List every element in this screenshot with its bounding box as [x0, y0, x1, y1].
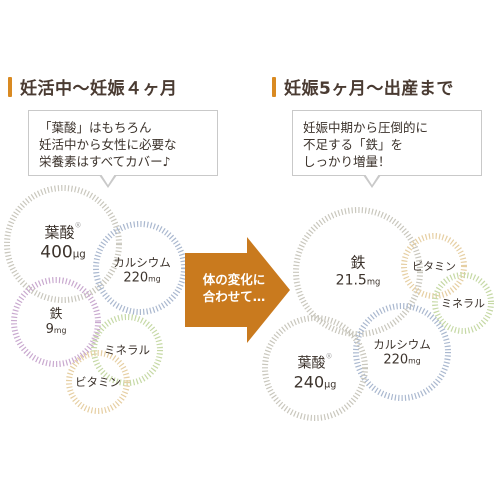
bubble-line: 不足する「鉄」を — [303, 137, 404, 152]
folic-acid-label-right: 葉酸® 240μg — [294, 353, 337, 392]
nutrient-amount: 9 — [45, 322, 54, 337]
iron-ring-left — [11, 277, 101, 367]
heading-accent-bar — [8, 76, 12, 97]
nutrient-name: ミネラル — [441, 297, 485, 310]
nutrient-name: 鉄 — [350, 253, 366, 272]
nutrient-amount: 220 — [383, 352, 409, 368]
folic-acid-ring-left — [4, 185, 122, 303]
arrow-text-line: 体の変化に — [202, 272, 266, 287]
bubble-line: 「葉酸」はもちろん — [39, 120, 152, 135]
nutrient-amount: 400 — [40, 242, 73, 263]
folic-acid-label-left: 葉酸® 400μg — [40, 222, 85, 263]
nutrient-name: ビタミン — [75, 375, 121, 389]
bubble-line: 妊娠中期から圧倒的に — [303, 120, 429, 135]
right-speech-bubble: 妊娠中期から圧倒的に 不足する「鉄」を しっかり増量！ — [292, 110, 482, 188]
transition-arrow-text: 体の変化に 合わせて… — [198, 271, 270, 305]
mineral-label-left: ミネラル — [104, 342, 150, 358]
left-speech-bubble: 「葉酸」はもちろん 妊活中から女性に必要な 栄養素はすべてカバー♪ — [28, 110, 218, 188]
iron-ring-right — [293, 207, 423, 337]
folic-acid-ring-right — [262, 315, 368, 421]
iron-label-right: 鉄 21.5mg — [336, 252, 381, 289]
nutrient-name: カルシウム — [113, 255, 171, 270]
vitamin-label-right: ビタミン — [412, 258, 456, 274]
transition-arrow — [185, 237, 290, 343]
bubble-line: 妊活中から女性に必要な — [39, 137, 177, 152]
nutrient-unit: mg — [366, 276, 381, 287]
calcium-label-left: カルシウム 220mg — [113, 255, 171, 286]
nutrient-amount: 240 — [293, 372, 325, 392]
nutrient-name: ビタミン — [412, 260, 456, 273]
nutrient-name: ミネラル — [104, 343, 150, 357]
nutrient-name: 葉酸 — [44, 223, 75, 242]
nutrient-unit: μg — [324, 379, 337, 391]
nutrient-unit: mg — [53, 326, 67, 335]
registered-mark: ® — [74, 221, 82, 230]
bubble-line: しっかり増量！ — [303, 154, 391, 169]
vitamin-ring-left — [66, 350, 130, 414]
nutrient-name: 鉄 — [49, 307, 63, 322]
right-heading-text: 妊娠5ヶ月～出産まで — [284, 79, 454, 99]
nutrient-amount: 220 — [123, 270, 149, 286]
right-heading: 妊娠5ヶ月～出産まで — [272, 74, 454, 99]
registered-mark: ® — [325, 352, 333, 361]
arrow-text-line: 合わせて… — [202, 289, 266, 304]
vitamin-label-left: ビタミン — [75, 374, 121, 390]
right-panel: 妊娠5ヶ月～出産まで 妊娠中期から圧倒的に 不足する「鉄」を しっかり増量！ — [272, 0, 500, 500]
nutrient-name: カルシウム — [373, 337, 431, 352]
heading-accent-bar — [272, 76, 276, 97]
mineral-label-right: ミネラル — [441, 295, 485, 311]
iron-label-left: 鉄 9mg — [46, 303, 67, 337]
left-heading: 妊活中～妊娠４ヶ月 — [8, 74, 178, 99]
nutrient-unit: μg — [72, 249, 86, 261]
left-panel: 妊活中～妊娠４ヶ月 「葉酸」はもちろん 妊活中から女性に必要な 栄養素はすべてカ… — [8, 0, 238, 500]
calcium-ring-right — [353, 303, 451, 401]
nutrient-unit: mg — [148, 274, 161, 284]
nutrient-name: 葉酸 — [297, 355, 326, 372]
nutrient-amount: 21.5 — [335, 272, 367, 289]
mineral-ring-right — [432, 272, 494, 334]
calcium-ring-left — [93, 221, 187, 315]
vitamin-ring-right — [401, 233, 467, 299]
bubble-line: 栄養素はすべてカバー♪ — [39, 154, 171, 169]
left-heading-text: 妊活中～妊娠４ヶ月 — [20, 79, 178, 99]
nutrient-unit: mg — [408, 356, 421, 366]
calcium-label-right: カルシウム 220mg — [373, 337, 431, 368]
